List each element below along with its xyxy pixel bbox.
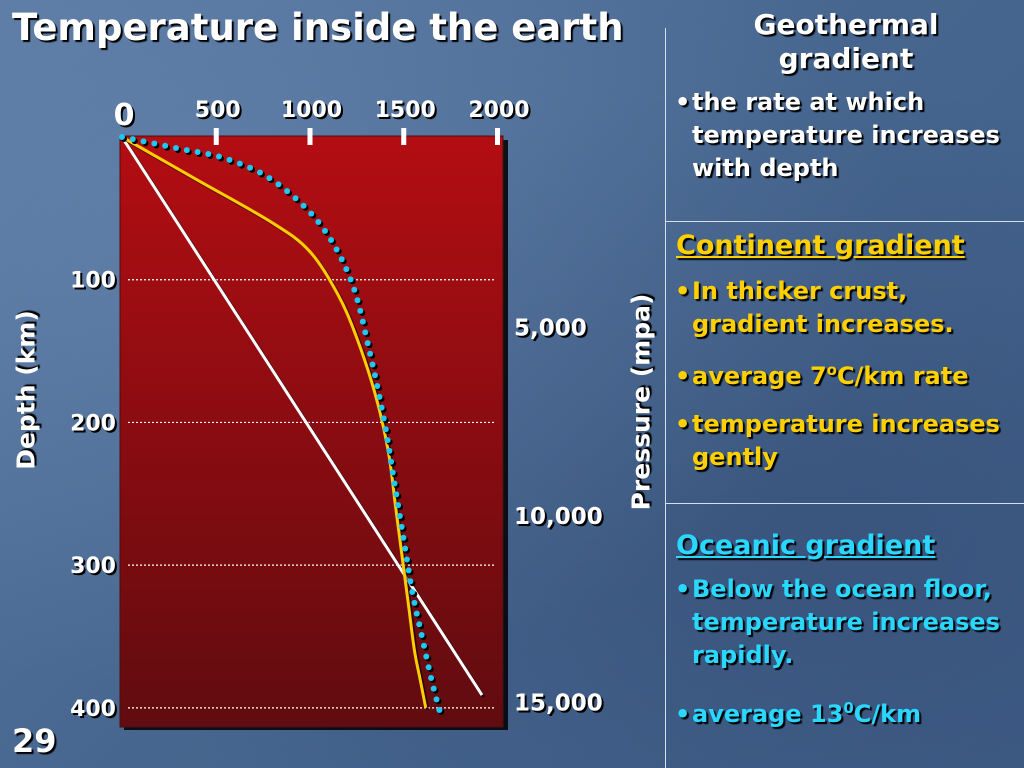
pressure-tick-2-shadow: 15,000 bbox=[516, 693, 605, 719]
section-divider-2 bbox=[666, 503, 1024, 504]
pressure-tick-1-shadow: 10,000 bbox=[516, 506, 605, 532]
slide-title: Temperature inside the earth bbox=[12, 6, 624, 49]
temp-tick-mark-1500 bbox=[401, 128, 407, 145]
temp-tick-1500-text: 1500 bbox=[375, 98, 436, 123]
temp-tick-500-shadow: 500 bbox=[197, 100, 243, 125]
pressure-tick-2-text: 15,000 bbox=[514, 691, 603, 717]
continent-bullet-2: •average 7oC/km rate bbox=[675, 361, 969, 390]
depth-tick-400-shadow: 400 bbox=[72, 699, 118, 724]
oceanic-section: Oceanic gradient •Below the ocean floor,… bbox=[670, 530, 1022, 731]
geothermal-section: Geothermal gradient •the rate at which t… bbox=[670, 8, 1022, 185]
temp-tick-2000-text: 2000 bbox=[468, 98, 529, 123]
oceanic-bullet-1: •Below the ocean floor, temperature incr… bbox=[675, 575, 1000, 669]
continent-section: Continent gradient •In thicker crust, gr… bbox=[670, 230, 1022, 474]
temp-tick-mark-1000 bbox=[307, 128, 313, 145]
section-divider-1 bbox=[666, 221, 1024, 222]
pressure-tick-0-shadow: 5,000 bbox=[516, 317, 589, 343]
geothermal-bullet: •the rate at which temperature increases… bbox=[675, 88, 1000, 182]
depth-tick-200-text: 200 bbox=[70, 411, 116, 436]
depth-tick-400-text: 400 bbox=[70, 697, 116, 722]
pressure-tick-1-text: 10,000 bbox=[514, 504, 603, 530]
depth-tick-100-shadow: 100 bbox=[72, 271, 118, 296]
depth-axis-label: Depth (km) bbox=[11, 310, 41, 470]
continent-bullet-1: •In thicker crust, gradient increases. bbox=[675, 277, 954, 338]
temp-tick-0-text: 0 bbox=[114, 98, 135, 133]
temp-tick-2000-shadow: 2000 bbox=[470, 100, 531, 125]
depth-tick-100-text: 100 bbox=[70, 269, 116, 294]
temp-tick-mark-500 bbox=[213, 128, 219, 145]
depth-tick-300-shadow: 300 bbox=[72, 556, 118, 581]
continent-heading: Continent gradient bbox=[676, 230, 965, 261]
temp-tick-mark-2000 bbox=[495, 128, 500, 145]
series-0-line bbox=[120, 136, 484, 696]
slide-number: 29 bbox=[12, 722, 57, 760]
temp-tick-1500-shadow: 1500 bbox=[377, 100, 438, 125]
temp-tick-0: 00 bbox=[114, 98, 137, 135]
depth-tick-200-shadow: 200 bbox=[72, 413, 118, 438]
depth-tick-300-text: 300 bbox=[70, 554, 116, 579]
pressure-tick-0-text: 5,000 bbox=[514, 315, 587, 341]
temp-tick-0-shadow: 0 bbox=[116, 100, 137, 135]
continent-bullet-3: •temperature increases gently bbox=[675, 410, 1000, 471]
series-2-line bbox=[119, 134, 444, 718]
oceanic-bullet-2: •average 130C/km bbox=[675, 699, 922, 728]
pressure-axis-label: Pressure (mpa) bbox=[626, 293, 656, 511]
temp-tick-1000-text: 1000 bbox=[281, 98, 342, 123]
series-2-shadow bbox=[121, 136, 446, 720]
geothermal-heading: Geothermal gradient bbox=[753, 8, 939, 75]
oceanic-heading: Oceanic gradient bbox=[676, 530, 936, 561]
temp-tick-1000-shadow: 1000 bbox=[283, 100, 344, 125]
panel-divider bbox=[665, 28, 666, 768]
temp-tick-500-text: 500 bbox=[195, 98, 241, 123]
